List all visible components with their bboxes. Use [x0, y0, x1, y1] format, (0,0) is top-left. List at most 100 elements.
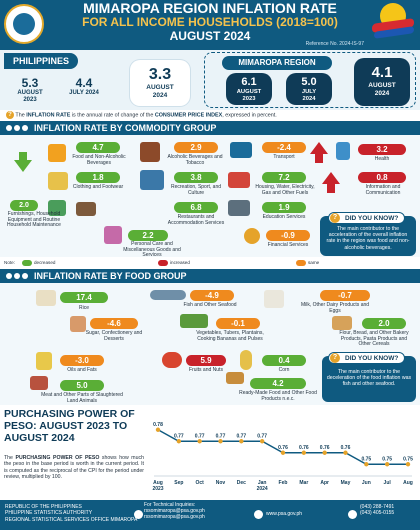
page-subtitle: FOR ALL INCOME HOUSEHOLDS (2018=100) — [82, 15, 338, 29]
mim-aug2024-value: 4.1 — [371, 64, 393, 81]
legend-note-label: Note: — [4, 260, 15, 265]
ph-aug2023-value: 5.3 — [21, 76, 39, 90]
mim-jul2024-card: 5.0 JULY 2024 — [286, 73, 332, 105]
ph-jul2024-value: 4.4 — [75, 76, 93, 90]
restaurant-icon — [76, 202, 96, 216]
x-tick-label: Aug — [403, 480, 413, 486]
mimaropa-panel — [204, 52, 416, 108]
data-label: 0.75 — [361, 456, 371, 462]
purchasing-power-title: PURCHASING POWER OF PESO: AUGUST 2023 TO… — [4, 408, 135, 444]
personal-care-icon — [104, 226, 122, 244]
bread-icon — [332, 316, 352, 330]
footer-org2: PHILIPPINE STATISTICS AUTHORITY — [5, 510, 93, 517]
data-label: 0.75 — [382, 456, 392, 462]
purchasing-power-chart: 0.78 Aug 2023 0.77 Sep 0.77 Oct 0.77 Nov 0.77 Dec 0… — [148, 408, 416, 494]
dyk-title: ? DID YOU KNOW? — [328, 212, 406, 224]
data-point — [218, 439, 223, 444]
data-point — [364, 462, 369, 467]
commodity-value: 7.2 — [262, 172, 306, 183]
commodity-value: 1.8 — [76, 172, 120, 183]
footer-contact: For Technical Inquiries: rssomimaropa@ps… — [144, 502, 205, 521]
food-value: 17.4 — [60, 292, 108, 303]
data-label: 0.76 — [320, 445, 330, 451]
ph-jul2024-period: JULY 2024 — [69, 90, 99, 96]
data-label: 0.76 — [299, 445, 309, 451]
data-label: 0.77 — [236, 433, 246, 439]
food-label: Milk, Other Dairy Products and Eggs — [300, 302, 370, 314]
commodity-label: Housing, Water, Electricity, Gas and Oth… — [255, 184, 315, 196]
mim-aug2024-card: 4.1 AUGUST 2024 — [354, 58, 410, 106]
commodity-label: Health — [374, 156, 390, 162]
food-value: -3.0 — [60, 355, 104, 366]
mim-aug2023-card: 6.1 AUGUST 2023 — [226, 73, 272, 105]
decrease-arrow-icon — [14, 152, 32, 172]
footer-email2[interactable]: rssomimaropa@psa.gov.ph — [144, 514, 205, 521]
ph-aug2023-period: AUGUST 2023 — [17, 90, 43, 103]
footer-email1[interactable]: rssomimaropa@psa.gov.ph — [144, 508, 205, 515]
commodity-label: Transport — [273, 154, 295, 160]
legend-decreased: decreased relative to July 2024 inflatio… — [22, 258, 55, 295]
ph-jul2024-card: 4.4 JULY 2024 — [60, 76, 108, 97]
note-term2: CONSUMER PRICE INDEX — [154, 112, 223, 119]
question-icon: ? — [330, 213, 340, 223]
header-banner: MIMAROPA REGION INFLATION RATE FOR ALL I… — [0, 0, 420, 50]
page-month: AUGUST 2024 — [169, 29, 251, 43]
house-icon — [228, 172, 250, 188]
increase-arrow-icon — [310, 142, 328, 163]
x-tick-label: Feb — [279, 480, 288, 486]
footer-tel1: (043) 288-7491 — [360, 504, 395, 510]
commodity-value: 0.8 — [358, 172, 406, 183]
footer-org: REPUBLIC OF THE PHILIPPINES PHILIPPINE S… — [5, 504, 137, 523]
commodity-value: 2.0 — [10, 200, 38, 211]
mim-aug2023-period: AUGUST 2023 — [236, 89, 262, 102]
food-value: -0.7 — [320, 290, 370, 301]
commodity-value: 3.8 — [174, 172, 218, 183]
data-point — [343, 450, 348, 455]
footer-website[interactable]: www.psa.gov.ph — [266, 511, 303, 517]
phone-icon — [348, 510, 357, 519]
school-icon — [228, 200, 250, 216]
commodity-label: Food and Non-Alcoholic Beverages — [72, 154, 126, 166]
commodity-value: 6.8 — [174, 202, 218, 213]
x-tick-label: Aug — [153, 480, 163, 486]
commodity-label: Recreation, Sport, and Culture — [170, 184, 222, 196]
bottles-icon — [140, 142, 160, 162]
dyk-title-text: DID YOU KNOW? — [345, 215, 399, 222]
commodity-label: Information and Communication — [365, 184, 401, 196]
food-basket-icon — [48, 144, 66, 162]
x-tick-label: Mar — [299, 480, 308, 486]
food-value: 0.4 — [262, 355, 306, 366]
x-tick-label: Jul — [384, 480, 392, 486]
food-label: Ready-Made Food and Other Food Products … — [239, 390, 317, 402]
coin-icon — [244, 228, 260, 244]
commodity-did-you-know: ? DID YOU KNOW? The main contributor to t… — [320, 212, 416, 256]
x-tick-label: Oct — [195, 480, 204, 486]
data-label: 0.78 — [153, 422, 163, 428]
pp-text-post: shows how much the peso in the base peri… — [4, 455, 144, 481]
commodity-section-title: INFLATION RATE BY COMMODITY GROUP — [34, 123, 217, 133]
note-term1: INFLATION RATE — [26, 112, 71, 119]
legend-same: same as/equal to July 2024 inflation — [296, 258, 325, 305]
dyk-title-text: DID YOU KNOW? — [345, 355, 399, 362]
x-tick-label: Apr — [320, 480, 329, 486]
data-label: 0.77 — [195, 433, 205, 439]
commodity-label: Clothing and Footwear — [72, 184, 124, 190]
note-mid: is the annual rate of change of the — [70, 112, 155, 119]
food-label: Meat and Other Parts of Slaughtered Land… — [41, 392, 123, 404]
footer-phones: (043) 288-7491 (043) 405-0155 — [360, 504, 394, 517]
dyk-text: The main contributor to the acceleration… — [326, 226, 410, 251]
footer-contact-label: For Technical Inquiries: — [144, 502, 196, 508]
food-value: -0.1 — [216, 318, 260, 329]
food-section-header: INFLATION RATE BY FOOD GROUP — [0, 269, 420, 283]
fish-icon — [150, 290, 186, 300]
question-icon: ? — [6, 111, 14, 119]
data-label: 0.76 — [278, 445, 288, 451]
data-point — [280, 450, 286, 455]
commodity-section-header: INFLATION RATE BY COMMODITY GROUP — [0, 121, 420, 135]
vegetables-icon — [180, 314, 208, 328]
commodity-label: Furnishings, Household Equipment and Rou… — [7, 211, 61, 229]
food-value: 4.2 — [250, 378, 306, 389]
rice-icon — [36, 290, 56, 306]
commodity-value: 2.9 — [174, 142, 218, 153]
legend-increased: increased relative to July 2024 inflatio… — [158, 258, 190, 295]
